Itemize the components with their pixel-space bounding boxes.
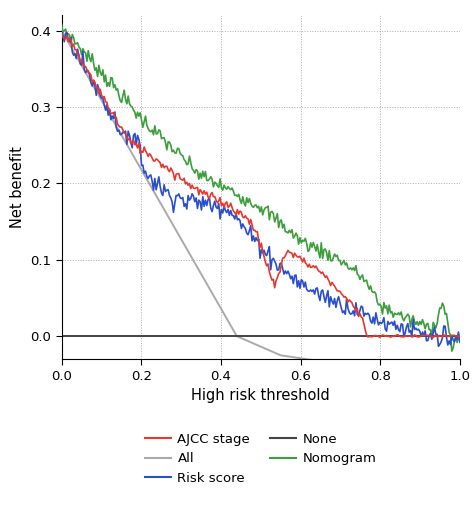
Y-axis label: Net benefit: Net benefit	[9, 146, 25, 228]
Legend: AJCC stage, All, Risk score, None, Nomogram: AJCC stage, All, Risk score, None, Nomog…	[145, 433, 377, 485]
X-axis label: High risk threshold: High risk threshold	[191, 388, 330, 403]
